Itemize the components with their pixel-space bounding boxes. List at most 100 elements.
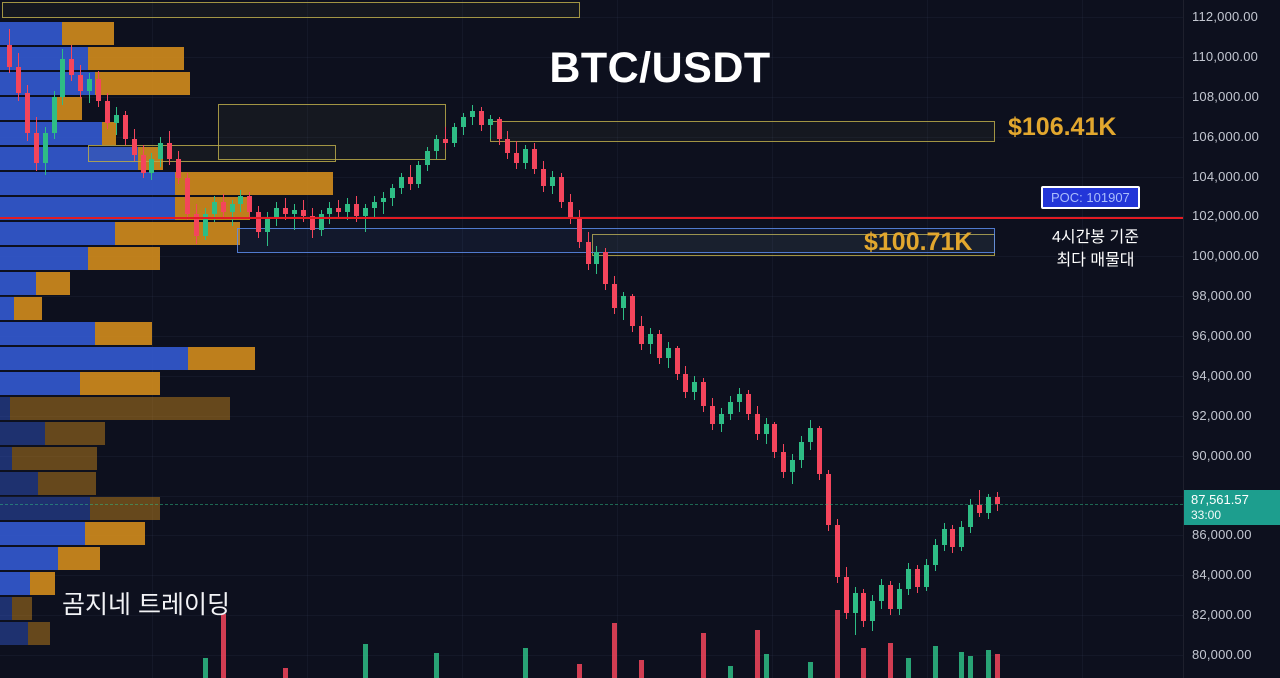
- grid-line-vertical: [462, 0, 463, 678]
- grid-line-horizontal: [0, 455, 1183, 457]
- candle-body: [977, 505, 983, 514]
- grid-line-horizontal: [0, 256, 1183, 258]
- candle-body: [941, 529, 947, 546]
- candle-wick: [382, 192, 384, 215]
- level-label-upper: $106.41K: [1008, 113, 1117, 142]
- candle-body: [959, 527, 965, 548]
- price-axis-label: 98,000.00: [1192, 288, 1252, 304]
- grid-line-horizontal: [0, 17, 1183, 18]
- volume-bar: [638, 660, 644, 678]
- volume-bar: [220, 614, 226, 678]
- candle-body: [363, 208, 368, 217]
- candle-body: [469, 110, 475, 117]
- candle-body: [140, 154, 146, 173]
- candle-wick: [445, 126, 447, 149]
- volume-profile-buy-bar: [0, 597, 12, 620]
- volume-profile-sell-bar: [45, 422, 105, 445]
- volume-profile-sell-bar: [95, 72, 190, 95]
- candle-body: [621, 296, 627, 309]
- candle-body: [576, 218, 582, 243]
- grid-line-horizontal: [0, 96, 1183, 98]
- candle-body: [452, 126, 457, 143]
- candle-body: [932, 545, 938, 566]
- candle-body: [167, 142, 173, 159]
- last-price-tag: 87,561.57 33:00: [1184, 490, 1280, 526]
- price-axis-label: 80,000.00: [1192, 647, 1252, 662]
- candle-body: [914, 569, 920, 588]
- candle-body: [300, 210, 306, 217]
- volume-bar: [959, 652, 965, 678]
- candle-body: [505, 138, 511, 153]
- volume-profile-buy-bar: [0, 22, 62, 45]
- candle-body: [158, 142, 164, 159]
- candle-body: [567, 202, 573, 219]
- grid-line-horizontal: [0, 336, 1183, 337]
- candle-body: [710, 405, 716, 424]
- candle-body: [532, 148, 538, 169]
- last-price-value: 87,561.57: [1191, 492, 1249, 508]
- candle-body: [202, 214, 208, 237]
- candle-body: [745, 393, 751, 414]
- candle-body: [354, 204, 360, 217]
- grid-line-horizontal: [0, 216, 1183, 218]
- candle-body: [149, 158, 155, 173]
- volume-profile-buy-bar: [0, 347, 188, 370]
- poc-badge-label: POC: 101907: [1051, 190, 1130, 205]
- candle-body: [478, 110, 484, 125]
- volume-profile-buy-bar: [0, 247, 88, 270]
- candle-body: [238, 196, 244, 205]
- candle-wick: [489, 114, 491, 139]
- candle-body: [104, 100, 110, 123]
- poc-annotation: 4시간봉 기준 최다 매물대: [1018, 226, 1173, 272]
- level-label-lower: $100.71K: [864, 228, 973, 257]
- volume-profile-sell-bar: [38, 472, 96, 495]
- candle-body: [96, 78, 101, 101]
- volume-profile-buy-bar: [0, 272, 36, 295]
- candle-body: [799, 441, 805, 460]
- candle-body: [923, 565, 929, 588]
- grid-line-vertical: [152, 0, 153, 678]
- grid-line-vertical: [927, 0, 928, 678]
- candle-body: [487, 118, 493, 125]
- candle-body: [870, 601, 876, 622]
- volume-profile-sell-bar: [14, 297, 42, 320]
- candle-body: [897, 589, 902, 610]
- candle-body: [407, 176, 413, 185]
- volume-profile-buy-bar: [0, 322, 95, 345]
- candle-body: [523, 148, 529, 163]
- volume-profile-sell-bar: [36, 272, 70, 295]
- candle-body: [78, 74, 84, 91]
- candle-body: [371, 202, 377, 209]
- volume-profile-buy-bar: [0, 372, 80, 395]
- price-axis-label: 92,000.00: [1192, 407, 1252, 423]
- volume-profile-sell-bar: [52, 97, 82, 120]
- candle-body: [692, 381, 698, 392]
- grid-line-horizontal: [0, 56, 1183, 58]
- candle-body: [113, 114, 119, 123]
- candle-body: [852, 593, 858, 614]
- candle-body: [389, 188, 395, 199]
- overlay-box-khaki: [218, 104, 446, 160]
- candle-body: [15, 66, 21, 93]
- volume-profile-sell-bar: [12, 447, 97, 470]
- volume-profile-buy-bar: [0, 447, 12, 470]
- volume-profile-sell-bar: [188, 347, 255, 370]
- candle-body: [122, 114, 128, 139]
- volume-bar: [808, 662, 813, 678]
- candle-body: [256, 212, 262, 233]
- price-chart-area[interactable]: BTC/USDT 곰지네 트레이딩 $106.41K $100.71K POC:…: [0, 0, 1183, 678]
- candle-body: [87, 78, 93, 91]
- overlay-box-khaki: [2, 2, 580, 18]
- candle-body: [665, 347, 671, 358]
- volume-profile-sell-bar: [80, 372, 160, 395]
- volume-profile-sell-bar: [85, 522, 145, 545]
- candle-body: [265, 218, 271, 233]
- candle-body: [496, 118, 502, 139]
- candle-body: [247, 196, 253, 213]
- volume-bar: [986, 650, 991, 678]
- candle-body: [398, 176, 404, 189]
- price-axis-label: 106,000.00: [1192, 128, 1260, 144]
- candle-body: [763, 423, 769, 434]
- candle-body: [701, 381, 707, 406]
- price-axis[interactable]: 87,561.57 33:00 112,000.00 110,000.00 108,…: [1183, 0, 1280, 678]
